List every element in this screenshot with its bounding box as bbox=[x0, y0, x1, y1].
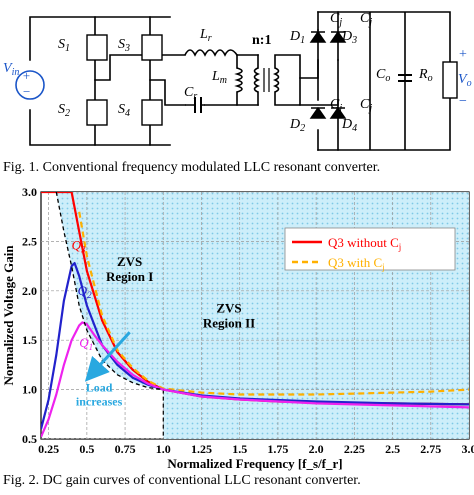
figure1-caption: Fig. 1. Conventional frequency modulated… bbox=[3, 160, 381, 175]
x-tick-label: 1.5 bbox=[232, 442, 247, 456]
svg-text:Vin: Vin bbox=[3, 61, 19, 78]
load-arrow-label: Load bbox=[86, 381, 113, 395]
vin-minus: − bbox=[23, 84, 30, 99]
diode-icons bbox=[309, 30, 347, 119]
svg-text:Cj: Cj bbox=[360, 11, 372, 28]
series-q1 bbox=[41, 321, 469, 438]
svg-text:Cr: Cr bbox=[184, 85, 197, 102]
x-tick-label: 0.75 bbox=[115, 442, 136, 456]
region-1-label: Region I bbox=[106, 269, 153, 284]
svg-text:S3: S3 bbox=[118, 37, 130, 54]
y-axis-label: Normalized Voltage Gain bbox=[1, 245, 16, 386]
svg-text:D3: D3 bbox=[341, 29, 357, 46]
legend-label: Q3 with Cj bbox=[328, 255, 385, 272]
svg-text:Ro: Ro bbox=[418, 67, 433, 84]
series-q3-with-cj bbox=[78, 211, 469, 396]
svg-text:Vo: Vo bbox=[458, 72, 472, 89]
svg-text:D4: D4 bbox=[341, 117, 357, 134]
x-tick-label: 2.25 bbox=[344, 442, 365, 456]
svg-text:Cj: Cj bbox=[330, 11, 342, 28]
x-axis-label: Normalized Frequency [f_s/f_r] bbox=[167, 456, 342, 471]
x-tick-label: 1.25 bbox=[191, 442, 212, 456]
y-tick-label: 2.5 bbox=[22, 234, 37, 248]
svg-text:Cj: Cj bbox=[330, 97, 342, 114]
gain-chart: 0.25 0.5 0.75 1.0 1.25 1.5 1.75 2.0 2.25 2.5 2.75 3… bbox=[1, 186, 474, 471]
x-tick-label: 0.5 bbox=[79, 442, 94, 456]
vin-plus: + bbox=[22, 68, 31, 83]
vin-label: V bbox=[3, 61, 13, 76]
region-1-label: ZVS bbox=[117, 254, 142, 269]
series-boundary bbox=[55, 192, 164, 391]
x-tick-label: 1.75 bbox=[267, 442, 288, 456]
lr-inductor-icon bbox=[184, 49, 238, 57]
svg-text:Lr: Lr bbox=[199, 27, 212, 44]
svg-text:Lm: Lm bbox=[211, 69, 227, 86]
svg-text:D2: D2 bbox=[289, 117, 305, 134]
circuit-diagram: + − Vin S1 S2 S3 S4 Lr Lm Cr n:1 D1 D2 D… bbox=[3, 11, 472, 151]
co-capacitor-icon bbox=[398, 74, 412, 82]
load-arrow-label: increases bbox=[76, 395, 123, 409]
legend-label: Q3 without Cj bbox=[328, 235, 401, 252]
ro-resistor-icon bbox=[442, 61, 458, 99]
y-tick-label: 0.5 bbox=[22, 432, 37, 446]
svg-text:+: + bbox=[459, 47, 467, 62]
legend: Q3 without Cj Q3 with Cj bbox=[284, 227, 456, 272]
mosfet-icons bbox=[86, 34, 163, 126]
region-2-label: ZVS bbox=[216, 301, 241, 316]
turns-ratio: n:1 bbox=[252, 33, 271, 48]
load-arrow-icon bbox=[84, 331, 131, 382]
figure2-caption: Fig. 2. DC gain curves of conventional L… bbox=[3, 473, 361, 488]
y-tick-label: 1.0 bbox=[22, 383, 37, 397]
y-tick-label: 3.0 bbox=[22, 186, 37, 199]
svg-text:Cj: Cj bbox=[360, 97, 372, 114]
svg-text:S4: S4 bbox=[118, 102, 130, 119]
region-2-label: Region II bbox=[203, 316, 255, 331]
x-tick-label: 2.75 bbox=[420, 442, 441, 456]
svg-text:−: − bbox=[459, 94, 467, 109]
voltage-source-icon bbox=[15, 70, 45, 100]
x-tick-label: 1.0 bbox=[156, 442, 171, 456]
vo-label: V bbox=[458, 72, 468, 87]
x-tick-label: 2.0 bbox=[309, 442, 324, 456]
svg-text:D1: D1 bbox=[289, 29, 305, 46]
x-tick-label: 3.0 bbox=[462, 442, 474, 456]
lm-inductor-icon bbox=[234, 67, 243, 93]
y-tick-label: 2.0 bbox=[22, 284, 37, 298]
svg-text:Co: Co bbox=[376, 67, 390, 84]
q-label: Q1 bbox=[79, 335, 93, 352]
x-tick-label: 2.5 bbox=[385, 442, 400, 456]
y-tick-label: 1.5 bbox=[22, 333, 37, 347]
q-label: Q3 bbox=[72, 237, 86, 254]
q-label: Q2 bbox=[78, 283, 92, 300]
svg-text:S1: S1 bbox=[58, 37, 70, 54]
svg-text:S2: S2 bbox=[58, 102, 70, 119]
transformer-icon bbox=[253, 67, 280, 93]
x-tick-label: 0.25 bbox=[38, 442, 59, 456]
